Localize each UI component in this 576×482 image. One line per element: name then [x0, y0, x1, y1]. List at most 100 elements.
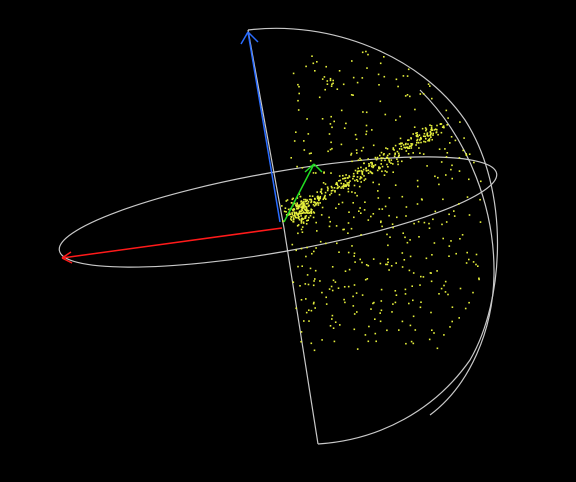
data-point: [299, 204, 302, 206]
data-point: [315, 203, 318, 205]
data-point: [353, 216, 355, 219]
data-point: [300, 215, 302, 217]
data-point: [353, 328, 356, 331]
data-point: [312, 62, 315, 65]
data-point: [354, 261, 356, 263]
data-point: [360, 181, 362, 183]
data-point: [282, 220, 284, 222]
data-point: [431, 97, 433, 100]
data-point: [290, 219, 293, 221]
data-point: [410, 143, 412, 145]
z-axis-arrowhead: [240, 31, 259, 45]
data-point: [351, 245, 353, 247]
data-point: [378, 208, 381, 210]
data-point: [324, 194, 326, 197]
data-point: [444, 291, 447, 293]
data-point: [291, 198, 294, 201]
data-point: [419, 93, 422, 95]
data-point: [406, 241, 409, 244]
data-point: [288, 212, 291, 214]
data-point: [342, 187, 345, 189]
data-point: [310, 342, 313, 345]
data-point: [399, 115, 401, 118]
data-point: [299, 212, 301, 215]
data-point: [451, 177, 453, 180]
data-point: [445, 174, 447, 176]
data-point: [313, 250, 315, 253]
data-point: [301, 201, 304, 204]
data-point: [326, 186, 329, 188]
data-point: [412, 133, 414, 135]
data-point: [304, 205, 307, 208]
data-point: [297, 232, 299, 235]
data-point: [296, 216, 298, 219]
data-point: [376, 169, 379, 172]
data-point: [323, 197, 325, 200]
data-point: [477, 265, 479, 267]
data-point: [303, 320, 305, 322]
data-point: [443, 334, 445, 336]
data-point: [368, 163, 370, 165]
data-point: [322, 198, 325, 201]
data-point: [297, 207, 300, 209]
data-point: [416, 135, 418, 138]
data-point: [338, 70, 341, 72]
data-point: [301, 212, 304, 214]
data-point: [343, 228, 345, 231]
data-point: [333, 187, 336, 189]
data-point: [330, 185, 333, 188]
data-point: [302, 221, 305, 223]
data-point: [357, 167, 359, 170]
data-point: [381, 225, 383, 228]
data-point: [401, 195, 404, 198]
data-point: [419, 139, 421, 141]
meridian-line-upper: [247, 29, 285, 229]
data-point: [326, 80, 329, 82]
data-point: [297, 214, 299, 217]
data-point: [338, 193, 341, 196]
data-point: [352, 172, 355, 175]
data-point: [478, 278, 480, 281]
data-point: [420, 275, 422, 278]
data-point: [398, 143, 401, 145]
data-point: [407, 68, 410, 71]
data-point: [321, 192, 323, 195]
data-point: [317, 196, 320, 199]
axes-group: [61, 31, 323, 264]
data-point: [313, 349, 316, 352]
data-point: [387, 261, 389, 263]
data-point: [321, 339, 323, 341]
data-point: [332, 327, 335, 329]
data-point: [342, 174, 344, 177]
data-point: [324, 88, 326, 91]
data-point: [302, 204, 305, 206]
data-point: [352, 295, 354, 298]
data-point: [361, 51, 364, 54]
data-point: [304, 215, 307, 218]
data-point: [395, 294, 398, 296]
data-point: [295, 204, 297, 206]
data-point: [383, 75, 386, 78]
data-point: [444, 280, 447, 283]
data-point: [397, 152, 400, 155]
data-point: [383, 153, 385, 155]
data-point: [380, 288, 383, 291]
data-point: [379, 100, 382, 103]
data-point: [290, 218, 292, 220]
data-point: [401, 160, 403, 163]
data-point: [331, 83, 333, 86]
data-point: [427, 83, 430, 85]
data-point: [387, 258, 389, 260]
data-point: [465, 153, 467, 155]
data-point: [371, 162, 373, 165]
data-point: [352, 175, 355, 178]
data-point: [370, 161, 372, 164]
data-point: [419, 284, 421, 286]
data-point: [401, 266, 404, 268]
data-point: [400, 142, 402, 144]
data-point: [363, 209, 366, 211]
data-point: [359, 207, 361, 209]
data-point: [341, 185, 343, 188]
